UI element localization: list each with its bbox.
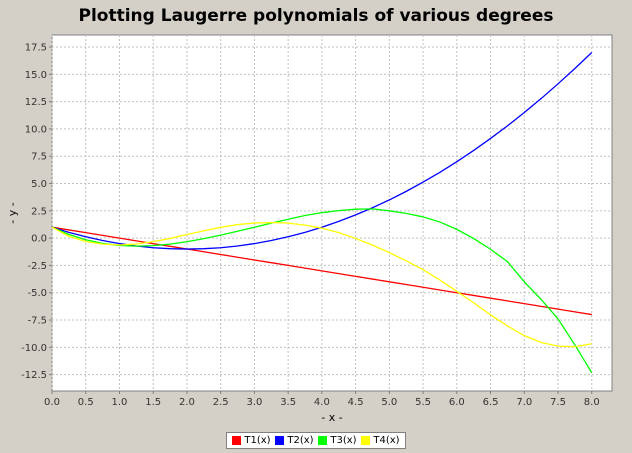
legend-swatch bbox=[361, 436, 371, 445]
series-line-t1x bbox=[51, 226, 592, 316]
x-tick-label: 5.0 bbox=[381, 397, 397, 408]
legend-swatch bbox=[232, 436, 242, 445]
legend-item: T2(x) bbox=[275, 435, 314, 446]
y-tick-label: 15.0 bbox=[25, 70, 47, 81]
legend-swatch bbox=[318, 436, 328, 445]
y-axis-title: - y - bbox=[6, 202, 19, 223]
y-tick-label: 0.0 bbox=[31, 234, 47, 245]
legend-label: T2(x) bbox=[287, 435, 314, 446]
series-line-t4x bbox=[51, 221, 592, 348]
x-tick-label: 7.0 bbox=[516, 397, 532, 408]
legend-label: T1(x) bbox=[244, 435, 271, 446]
x-tick-label: 5.5 bbox=[415, 397, 431, 408]
legend-item: T3(x) bbox=[318, 435, 357, 446]
x-tick-label: 2.5 bbox=[213, 397, 229, 408]
x-tick-label: 7.5 bbox=[550, 397, 566, 408]
x-tick-label: 4.5 bbox=[348, 397, 364, 408]
y-tick-label: 7.5 bbox=[31, 152, 47, 163]
y-tick-label: -12.5 bbox=[21, 370, 47, 381]
y-tick-label: -5.0 bbox=[27, 288, 47, 299]
x-tick-label: 6.0 bbox=[449, 397, 465, 408]
y-tick-label: 5.0 bbox=[31, 179, 47, 190]
x-tick-label: 0.0 bbox=[44, 397, 60, 408]
x-tick-label: 4.0 bbox=[314, 397, 330, 408]
x-tick-label: 6.5 bbox=[483, 397, 499, 408]
y-tick-label: -10.0 bbox=[21, 343, 47, 354]
y-tick-label: 17.5 bbox=[25, 43, 47, 54]
y-tick-label: 2.5 bbox=[31, 206, 47, 217]
x-tick-label: 3.0 bbox=[246, 397, 262, 408]
legend-label: T3(x) bbox=[330, 435, 357, 446]
x-tick-label: 2.0 bbox=[179, 397, 195, 408]
y-tick-label: -7.5 bbox=[27, 316, 47, 327]
legend: T1(x) T2(x) T3(x) T4(x) bbox=[226, 432, 406, 449]
legend-label: T4(x) bbox=[373, 435, 400, 446]
x-tick-label: 8.0 bbox=[584, 397, 600, 408]
x-tick-label: 3.5 bbox=[280, 397, 296, 408]
legend-item: T1(x) bbox=[232, 435, 271, 446]
legend-item: T4(x) bbox=[361, 435, 400, 446]
x-tick-label: 0.5 bbox=[78, 397, 94, 408]
y-tick-label: -2.5 bbox=[27, 261, 47, 272]
x-axis-title: - x - bbox=[321, 411, 342, 424]
legend-swatch bbox=[275, 436, 285, 445]
y-tick-label: 10.0 bbox=[25, 124, 47, 135]
chart-title: Plotting Laugerre polynomials of various… bbox=[78, 6, 554, 26]
x-tick-label: 1.5 bbox=[145, 397, 161, 408]
series-line-t3x bbox=[51, 208, 593, 374]
x-tick-label: 1.0 bbox=[112, 397, 128, 408]
y-tick-label: 12.5 bbox=[25, 97, 47, 108]
